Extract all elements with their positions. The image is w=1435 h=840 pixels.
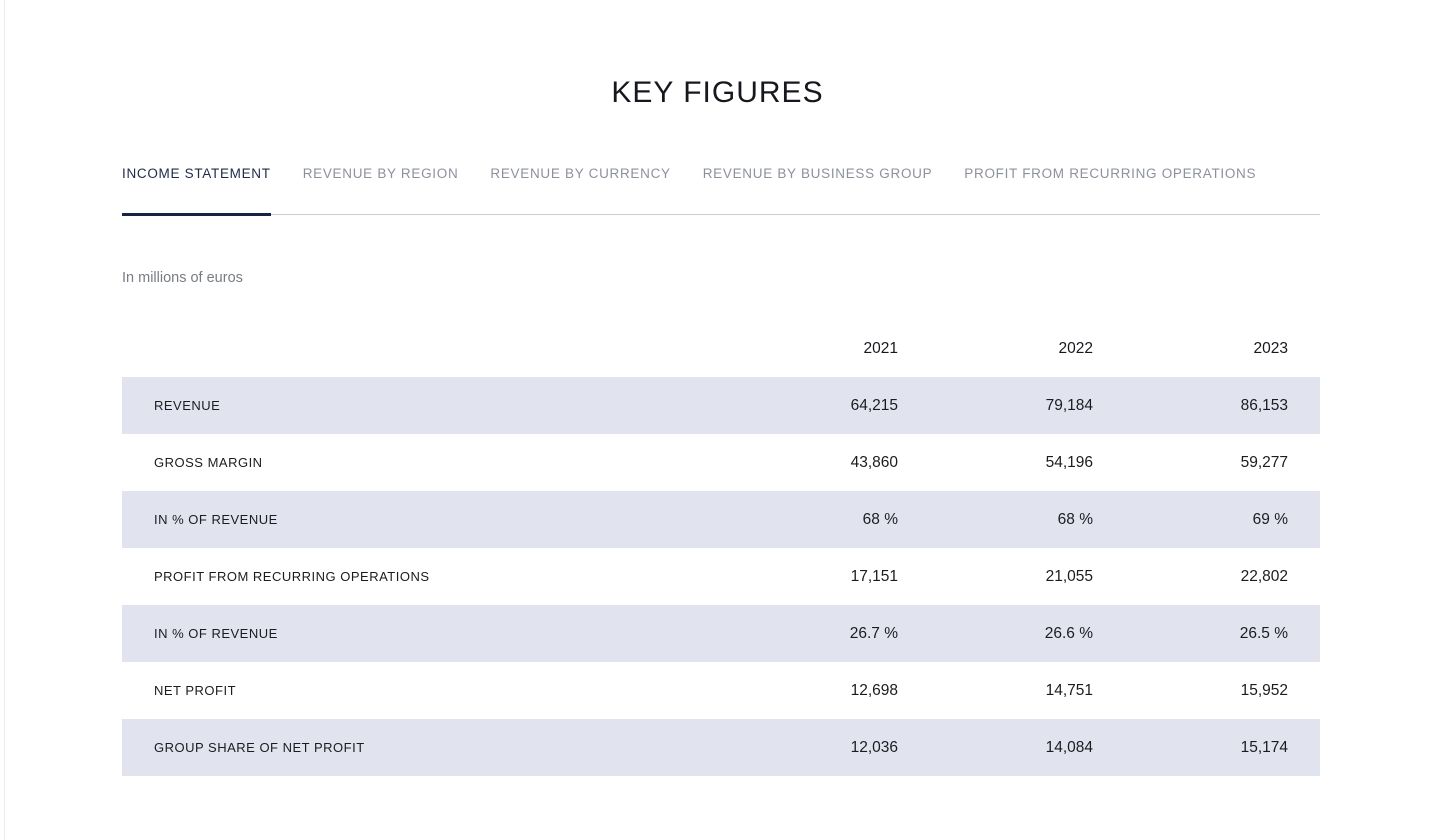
- row-value: 86,153: [1240, 396, 1288, 414]
- table-row-revenue: REVENUE 64,215 79,184 86,153: [122, 377, 1320, 434]
- tab-revenue-by-region[interactable]: REVENUE BY REGION: [302, 166, 459, 181]
- row-value: 64,215: [850, 396, 898, 414]
- table-row-profit-recurring: PROFIT FROM RECURRING OPERATIONS 17,151 …: [122, 548, 1320, 605]
- table-header-row: 2021 2022 2023: [122, 320, 1320, 377]
- row-value: 22,802: [1240, 567, 1288, 585]
- row-label: PROFIT FROM RECURRING OPERATIONS: [154, 569, 430, 584]
- table-row-gross-margin-pct: IN % OF REVENUE 68 % 68 % 69 %: [122, 491, 1320, 548]
- row-value: 68 %: [862, 510, 898, 528]
- row-value: 69 %: [1252, 510, 1288, 528]
- row-value: 43,860: [850, 453, 898, 471]
- page-edge-divider: [4, 0, 5, 840]
- page-title: KEY FIGURES: [611, 76, 824, 109]
- row-value: 59,277: [1240, 453, 1288, 471]
- row-value: 14,751: [1045, 681, 1093, 699]
- table-row-profit-pct: IN % OF REVENUE 26.7 % 26.6 % 26.5 %: [122, 605, 1320, 662]
- units-note: In millions of euros: [122, 270, 243, 286]
- row-label: REVENUE: [154, 398, 221, 413]
- row-value: 26.6 %: [1044, 624, 1093, 642]
- tab-income-statement[interactable]: INCOME STATEMENT: [122, 166, 271, 216]
- row-value: 54,196: [1045, 453, 1093, 471]
- tab-profit-from-recurring-operations[interactable]: PROFIT FROM RECURRING OPERATIONS: [964, 166, 1257, 181]
- row-value: 15,952: [1240, 681, 1288, 699]
- row-label: NET PROFIT: [154, 683, 237, 698]
- table-row-gross-margin: GROSS MARGIN 43,860 54,196 59,277: [122, 434, 1320, 491]
- row-value: 21,055: [1045, 567, 1093, 585]
- key-figures-table: 2021 2022 2023 REVENUE 64,215 79,184 86,…: [122, 320, 1320, 776]
- row-label: GROSS MARGIN: [154, 455, 263, 470]
- key-figures-section: INCOME STATEMENT REVENUE BY REGION REVEN…: [122, 166, 1320, 776]
- row-value: 68 %: [1057, 510, 1093, 528]
- row-value: 12,698: [850, 681, 898, 699]
- year-column-header: 2023: [1253, 339, 1288, 357]
- year-column-header: 2022: [1058, 339, 1093, 357]
- row-label: IN % OF REVENUE: [154, 512, 278, 527]
- table-row-group-share-net-profit: GROUP SHARE OF NET PROFIT 12,036 14,084 …: [122, 719, 1320, 776]
- row-value: 17,151: [850, 567, 898, 585]
- tab-revenue-by-business-group[interactable]: REVENUE BY BUSINESS GROUP: [702, 166, 933, 181]
- row-value: 15,174: [1240, 738, 1288, 756]
- year-column-header: 2021: [863, 339, 898, 357]
- row-value: 12,036: [850, 738, 898, 756]
- tab-revenue-by-currency[interactable]: REVENUE BY CURRENCY: [490, 166, 671, 181]
- tab-bar: INCOME STATEMENT REVENUE BY REGION REVEN…: [122, 166, 1320, 216]
- row-label: GROUP SHARE OF NET PROFIT: [154, 740, 365, 755]
- row-value: 79,184: [1045, 396, 1093, 414]
- row-value: 26.7 %: [849, 624, 898, 642]
- row-value: 14,084: [1045, 738, 1093, 756]
- row-label: IN % OF REVENUE: [154, 626, 278, 641]
- table-row-net-profit: NET PROFIT 12,698 14,751 15,952: [122, 662, 1320, 719]
- row-value: 26.5 %: [1239, 624, 1288, 642]
